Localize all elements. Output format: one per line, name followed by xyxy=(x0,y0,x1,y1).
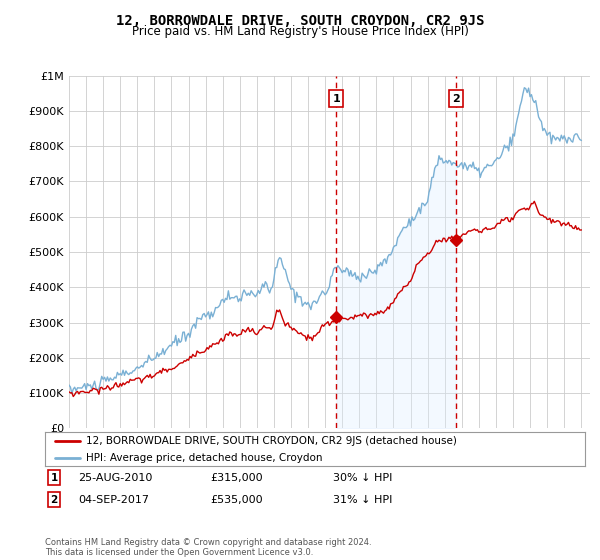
Text: Price paid vs. HM Land Registry's House Price Index (HPI): Price paid vs. HM Land Registry's House … xyxy=(131,25,469,38)
Text: 1: 1 xyxy=(50,473,58,483)
Text: £315,000: £315,000 xyxy=(210,473,263,483)
Text: 25-AUG-2010: 25-AUG-2010 xyxy=(78,473,152,483)
Text: 04-SEP-2017: 04-SEP-2017 xyxy=(78,494,149,505)
Text: 31% ↓ HPI: 31% ↓ HPI xyxy=(333,494,392,505)
Text: 1: 1 xyxy=(332,94,340,104)
Text: HPI: Average price, detached house, Croydon: HPI: Average price, detached house, Croy… xyxy=(86,452,322,463)
Text: 12, BORROWDALE DRIVE, SOUTH CROYDON, CR2 9JS (detached house): 12, BORROWDALE DRIVE, SOUTH CROYDON, CR2… xyxy=(86,436,457,446)
Text: Contains HM Land Registry data © Crown copyright and database right 2024.
This d: Contains HM Land Registry data © Crown c… xyxy=(45,538,371,557)
Text: 30% ↓ HPI: 30% ↓ HPI xyxy=(333,473,392,483)
Text: 2: 2 xyxy=(50,494,58,505)
Text: £535,000: £535,000 xyxy=(210,494,263,505)
Text: 12, BORROWDALE DRIVE, SOUTH CROYDON, CR2 9JS: 12, BORROWDALE DRIVE, SOUTH CROYDON, CR2… xyxy=(116,14,484,28)
Text: 2: 2 xyxy=(452,94,460,104)
